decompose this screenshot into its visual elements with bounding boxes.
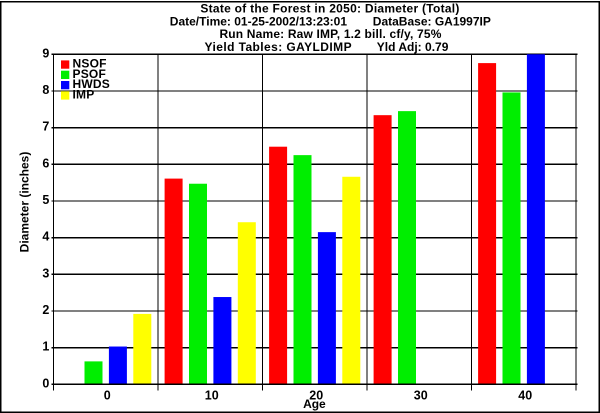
- svg-text:IMP: IMP: [73, 88, 95, 102]
- svg-text:6: 6: [42, 156, 49, 170]
- svg-text:20: 20: [309, 388, 323, 402]
- svg-text:3: 3: [42, 266, 49, 280]
- svg-text:2: 2: [42, 303, 49, 317]
- svg-text:DataBase: GA1997IP: DataBase: GA1997IP: [373, 14, 491, 28]
- svg-text:Date/Time: 01-25-2002/13:23:01: Date/Time: 01-25-2002/13:23:01: [170, 14, 348, 28]
- svg-text:Run Name: Raw IMP, 1.2 bill. c: Run Name: Raw IMP, 1.2 bill. cf/y, 75%: [219, 27, 441, 41]
- svg-text:Yield Tables: GAYLDIMP: Yield Tables: GAYLDIMP: [205, 40, 353, 54]
- svg-text:Diameter (inches): Diameter (inches): [18, 152, 32, 253]
- svg-text:40: 40: [518, 388, 532, 402]
- svg-text:0: 0: [104, 388, 111, 402]
- svg-text:NSOF: NSOF: [73, 57, 107, 71]
- svg-text:4: 4: [42, 230, 49, 244]
- svg-text:10: 10: [205, 388, 219, 402]
- svg-text:7: 7: [42, 120, 49, 134]
- svg-text:8: 8: [42, 83, 49, 97]
- svg-text:9: 9: [42, 46, 49, 60]
- svg-text:1: 1: [42, 340, 49, 354]
- svg-text:Age: Age: [303, 397, 326, 411]
- svg-text:30: 30: [414, 388, 428, 402]
- svg-text:PSOF: PSOF: [73, 67, 106, 81]
- svg-text:0: 0: [42, 376, 49, 390]
- svg-text:HWDS: HWDS: [73, 77, 110, 91]
- svg-text:State of the Forest in 2050: D: State of the Forest in 2050: Diameter (T…: [200, 2, 459, 16]
- svg-text:5: 5: [42, 193, 49, 207]
- svg-text:Yld Adj: 0.79: Yld Adj: 0.79: [377, 40, 449, 54]
